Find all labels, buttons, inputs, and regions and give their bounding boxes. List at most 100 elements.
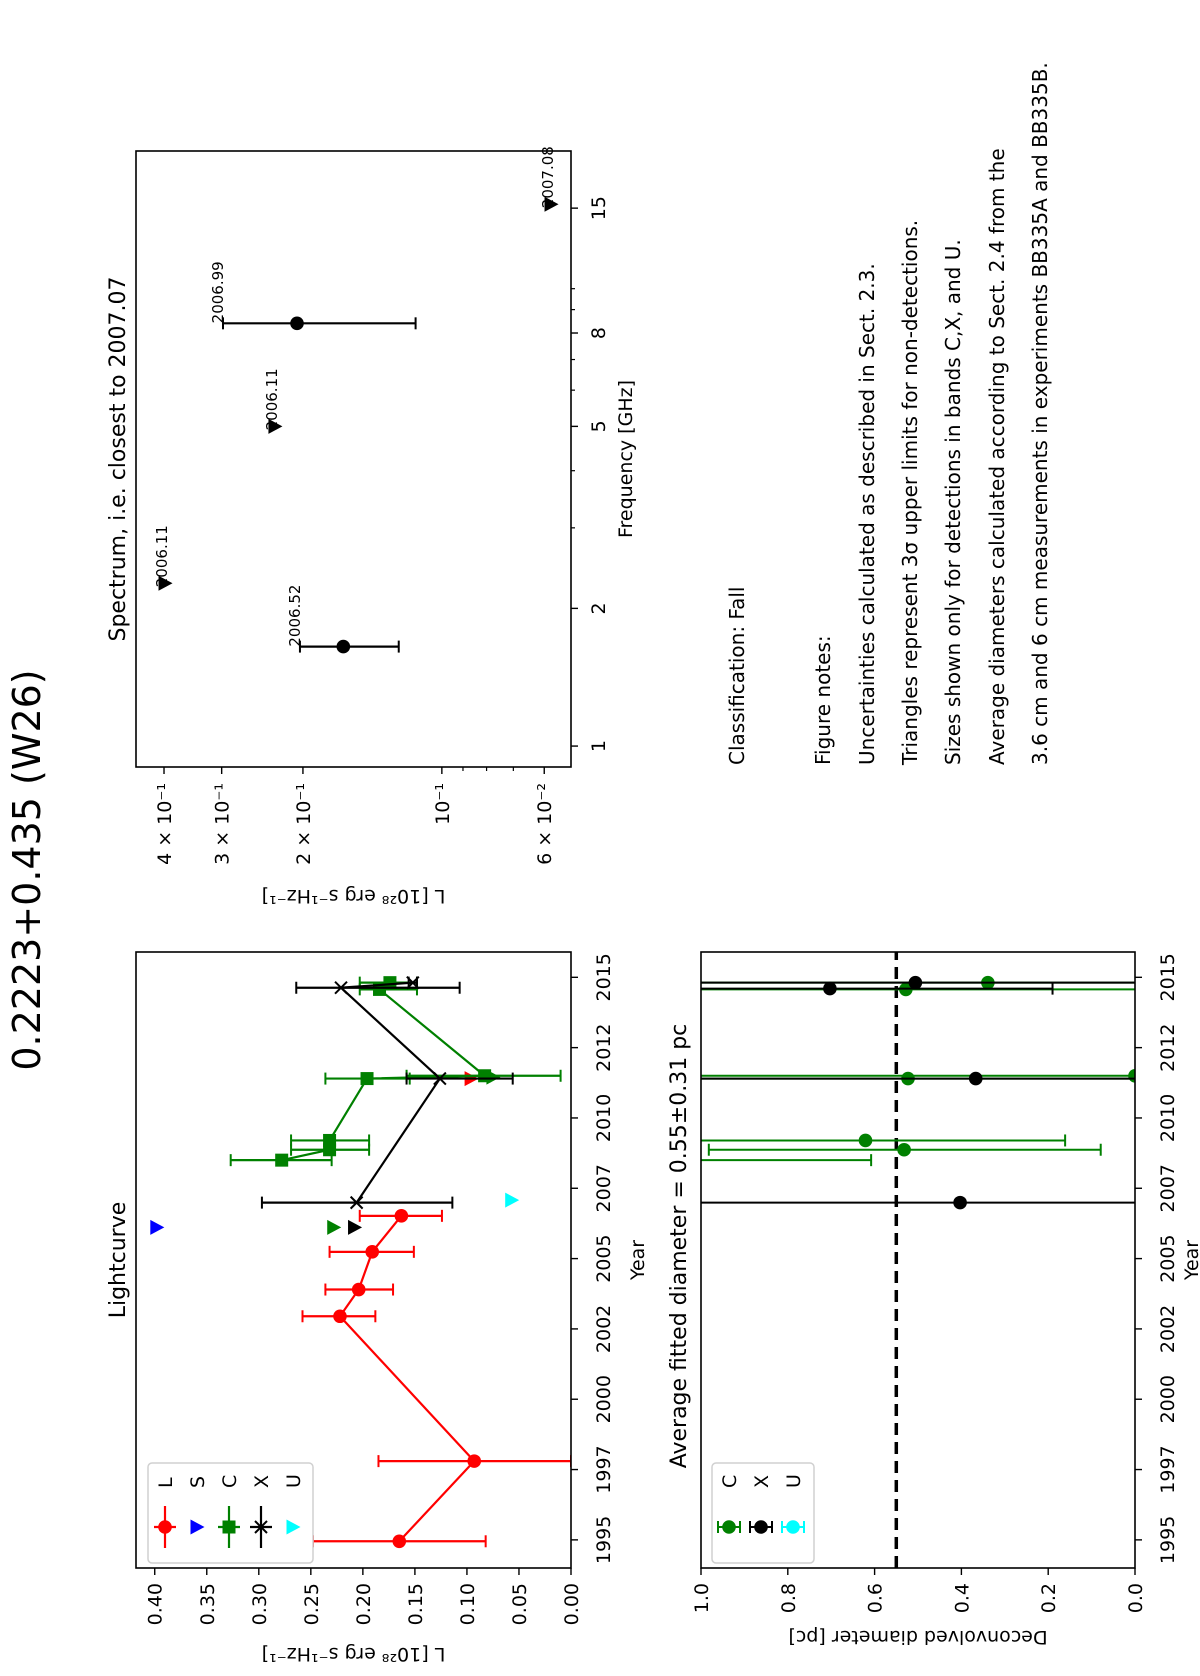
x-tick-label: 2012 [593, 1023, 615, 1071]
legend-label: C [219, 1475, 241, 1488]
data-point [968, 1071, 983, 1086]
data-point [365, 1245, 380, 1259]
data-point [433, 1071, 447, 1086]
y-tick-label: 0.30 [249, 1583, 271, 1625]
chart-title: Lightcurve [106, 1202, 131, 1319]
y-tick-label: 0.25 [301, 1583, 323, 1625]
upper-limit-marker [505, 1192, 520, 1208]
data-point [383, 976, 397, 990]
chart-title: Average fitted diameter = 0.55±0.31 pc [667, 1024, 692, 1469]
figure-title: 0.2223+0.435 (W26) [5, 669, 49, 1070]
series-line [338, 981, 442, 1204]
legend-marker [254, 1520, 268, 1534]
x-tick-label: 2000 [593, 1375, 615, 1423]
data-point [394, 1209, 409, 1223]
x-tick-label: 1 [588, 740, 610, 752]
data-point [908, 975, 923, 990]
legend-marker [722, 1520, 736, 1534]
diameter-chart: 1995 1997 2000 2002 2005 2007 2010 2012 2015 0.0 0… [651, 951, 1200, 1648]
y-tick-label: 1.0 [691, 1583, 713, 1613]
data-point [858, 1133, 873, 1148]
x-tick-label: 2007 [1157, 1164, 1179, 1212]
series-U [505, 1192, 520, 1208]
data-point [290, 316, 304, 331]
y-tick-label: 0.2 [1038, 1583, 1060, 1613]
data-point [392, 1534, 407, 1549]
y-tick-label: 4 × 10⁻¹ [154, 783, 176, 865]
data-point [953, 1195, 967, 1210]
legend-label: C [719, 1475, 741, 1488]
x-tick-label: 2015 [1157, 953, 1179, 1001]
legend-item-X: X [250, 1475, 273, 1548]
axes-frame [700, 951, 1136, 1569]
data-point [334, 981, 348, 995]
epoch-annotation: 2007.08 [539, 146, 557, 208]
y-tick-label: 2 × 10⁻¹ [293, 783, 315, 865]
series-L [301, 1071, 571, 1549]
x-tick-label: 15 [588, 196, 610, 220]
y-tick-label: 0.10 [457, 1583, 479, 1625]
y-tick-label: 0.0 [1125, 1583, 1147, 1613]
series-X [260, 975, 514, 1235]
x-tick-label: 5 [588, 420, 610, 432]
note-line: 3.6 cm and 6 cm measurements in experime… [1028, 62, 1052, 765]
x-tick-label: 1995 [593, 1516, 615, 1564]
legend-label: U [283, 1474, 305, 1488]
legend-item-U: U [781, 1474, 805, 1534]
data-point [651, 1153, 665, 1167]
upper-limit-marker [327, 1219, 342, 1235]
data-point [349, 1195, 364, 1210]
legend-label: X [251, 1475, 273, 1488]
data-point [351, 1282, 366, 1297]
lightcurve-chart: 1995 1997 2000 2002 2005 2007 2010 2012 2015 0.00… [106, 951, 649, 1665]
x-stroke [406, 975, 420, 990]
epoch-annotation: 2006.11 [153, 525, 171, 587]
epoch-annotation: 2006.52 [286, 585, 304, 647]
y-tick-label: 0.20 [353, 1583, 375, 1625]
legend-marker [190, 1519, 205, 1535]
x-tick-label: 2015 [593, 953, 615, 1001]
y-axis-label: Deconvolved diameter [pc] [788, 1626, 1047, 1648]
legend-marker [222, 1520, 236, 1534]
epoch-annotation: 2006.11 [263, 368, 281, 430]
diameter-plot-area [651, 952, 1135, 1568]
y-tick-label: 0.05 [509, 1583, 531, 1625]
notes-header: Figure notes: [811, 635, 835, 765]
axes-frame [135, 150, 572, 768]
epoch-annotation: 2006.99 [209, 261, 227, 323]
x-tick-label: 2002 [1157, 1305, 1179, 1353]
note-line: Average diameters calculated according t… [985, 148, 1009, 765]
figure-notes: Classification: Fall Figure notes: Uncerta… [725, 62, 1052, 766]
data-point [823, 981, 837, 996]
upper-limit-marker [348, 1219, 363, 1235]
y-tick-label: 0.35 [197, 1583, 219, 1625]
legend-marker [754, 1520, 768, 1534]
upper-limit-marker [544, 196, 559, 212]
x-stroke [254, 1520, 268, 1534]
upper-limit-marker [150, 1219, 165, 1235]
spectrum-chart: 2006.52 2006.99 2006.11 2006.11 2007.08 1 2 5 8 1… [106, 146, 637, 907]
series-line [338, 1215, 476, 1543]
legend-marker [286, 1519, 301, 1535]
legend-item-C: C [717, 1475, 741, 1534]
x-tick-label: 2007 [593, 1164, 615, 1212]
legend-label: L [155, 1477, 177, 1488]
x-axis-label: Year [1181, 1240, 1200, 1281]
x-axis-label: Frequency [GHz] [615, 380, 637, 538]
x-tick-label: 2010 [1157, 1094, 1179, 1142]
x-tick-label: 2005 [593, 1234, 615, 1282]
legend-frame [147, 1462, 314, 1564]
note-line: Triangles represent 3σ upper limits for … [898, 220, 922, 766]
series-line [281, 981, 488, 1162]
legend-label: S [187, 1476, 209, 1488]
note-line: Uncertainties calculated as described in… [855, 263, 879, 765]
upper-limit-marker [158, 575, 173, 591]
legend-item-S: S [187, 1476, 209, 1535]
y-tick-label: 0.4 [951, 1583, 973, 1613]
x-tick-label: 8 [588, 327, 610, 339]
classification-text: Classification: Fall [725, 587, 749, 765]
data-point [323, 1133, 337, 1147]
